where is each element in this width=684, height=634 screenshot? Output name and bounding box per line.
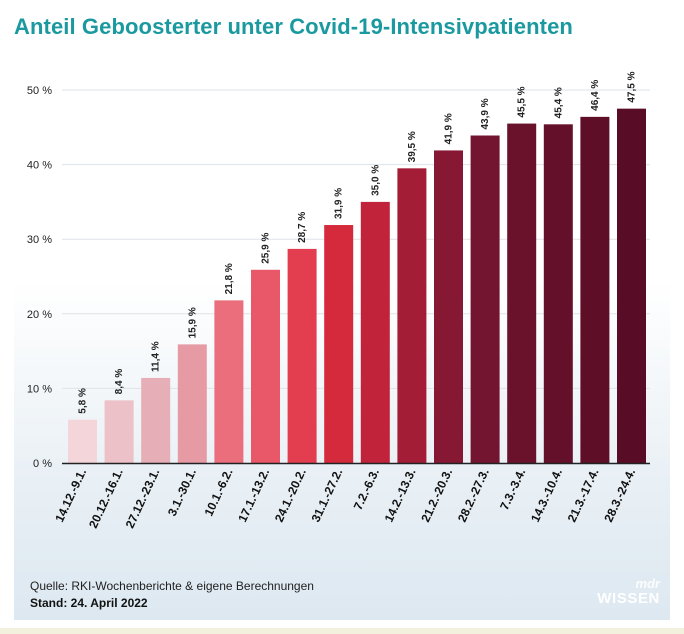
bar	[251, 269, 280, 463]
x-tick-label: 31.1.-27.2.	[308, 466, 345, 524]
bar-value-label: 21,8 %	[224, 263, 235, 294]
bar	[360, 201, 390, 463]
x-tick-label: 14.2.-13.3.	[382, 466, 419, 524]
bar	[68, 419, 97, 463]
stand-date: Stand: 24. April 2022	[30, 596, 148, 610]
bar	[177, 344, 207, 463]
mdr-wissen-logo: mdr WISSEN	[596, 577, 660, 613]
y-tick-label: 40 %	[27, 160, 52, 172]
y-tick-label: 20 %	[27, 309, 52, 321]
bottom-strip	[0, 628, 684, 634]
bar	[104, 400, 134, 463]
x-tick-label: 14.12.-9.1.	[52, 466, 89, 524]
bar-value-label: 25,9 %	[261, 233, 272, 264]
bar	[397, 168, 427, 463]
x-tick-label: 7.3.-3.4.	[497, 466, 528, 512]
x-tick-label: 17.1.-13.2.	[235, 466, 272, 524]
bar-value-label: 43,9 %	[480, 98, 491, 129]
bar	[434, 150, 463, 463]
x-tick-label: 20.12.-16.1.	[86, 466, 126, 530]
x-tick-label: 7.2.-6.3.	[351, 466, 382, 512]
bar-value-label: 39,5 %	[407, 131, 418, 162]
bar-value-label: 5,8 %	[78, 388, 89, 414]
bar-value-label: 45,5 %	[517, 86, 528, 117]
x-tick-label: 28.2.-27.3.	[455, 466, 492, 524]
bar	[287, 248, 317, 463]
bar-value-label: 15,9 %	[187, 307, 198, 338]
chart-title: Anteil Geboosterter unter Covid-19-Inten…	[14, 14, 573, 39]
y-tick-label: 10 %	[27, 383, 52, 395]
source-note: Quelle: RKI-Wochenberichte & eigene Bere…	[30, 579, 314, 593]
x-tick-label: 21.2.-20.3.	[418, 466, 455, 524]
bar	[507, 123, 537, 463]
bar	[214, 300, 244, 463]
bar	[580, 116, 610, 463]
bar-value-label: 35,0 %	[370, 165, 381, 196]
y-tick-label: 50 %	[27, 85, 52, 97]
bar-value-label: 46,4 %	[590, 80, 601, 111]
x-tick-label: 10.1.-6.2.	[202, 466, 236, 518]
x-tick-label: 3.1.-30.1.	[165, 466, 199, 518]
x-tick-label: 27.12.-23.1.	[123, 466, 163, 530]
bar-value-label: 47,5 %	[627, 71, 638, 102]
x-tick-label: 21.3.-17.4.	[565, 466, 602, 524]
y-tick-label: 30 %	[27, 234, 52, 246]
bar-value-label: 45,4 %	[553, 87, 564, 118]
x-tick-label: 28.3.-24.4.	[601, 466, 638, 524]
bar	[543, 124, 573, 463]
bar	[470, 135, 500, 464]
bar	[617, 108, 646, 464]
bar-value-label: 8,4 %	[114, 369, 125, 395]
bar	[324, 225, 354, 463]
logo-brand: mdr	[635, 576, 660, 591]
x-tick-label: 24.1.-20.2.	[272, 466, 309, 524]
bar	[141, 377, 171, 463]
logo-word: WISSEN	[597, 590, 660, 607]
bar-value-label: 31,9 %	[334, 188, 345, 219]
x-tick-label: 14.3.-10.4.	[528, 466, 565, 524]
bar-value-label: 11,4 %	[151, 341, 162, 372]
y-tick-label: 0 %	[33, 458, 52, 470]
bar-value-label: 41,9 %	[444, 113, 455, 144]
bar-value-label: 28,7 %	[297, 212, 308, 243]
